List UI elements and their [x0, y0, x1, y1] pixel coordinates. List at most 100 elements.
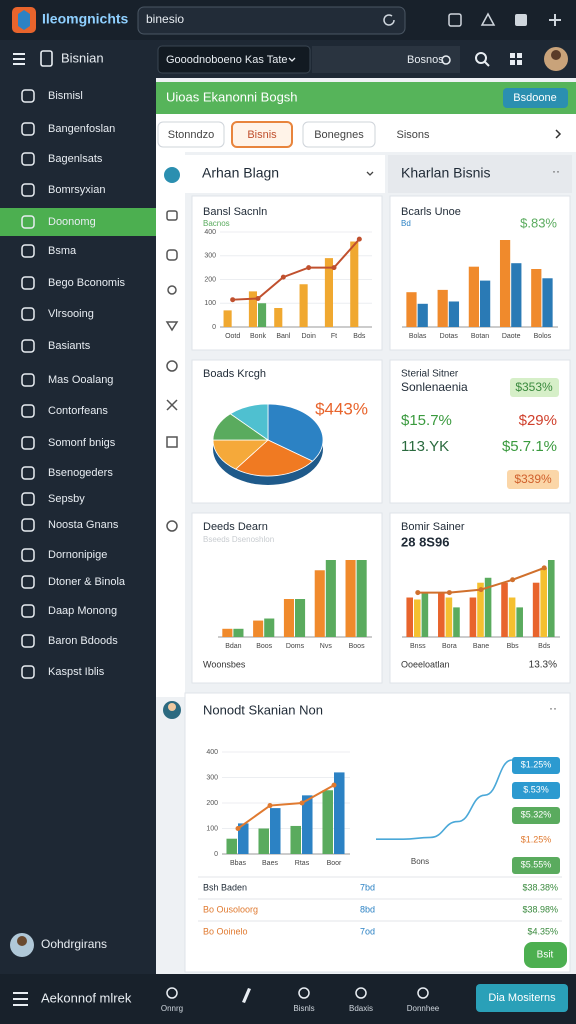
nav-item[interactable]: Bego Bconomis — [48, 277, 126, 289]
nav-icon[interactable] — [21, 122, 35, 136]
nav-item[interactable]: Contorfeans — [48, 405, 108, 417]
more-icon[interactable]: ·· — [549, 701, 557, 715]
menu-icon[interactable] — [549, 14, 561, 26]
col-icon[interactable] — [166, 210, 178, 221]
nav-icon[interactable] — [21, 152, 35, 166]
nav-icon[interactable] — [166, 987, 178, 999]
y-tick-label: 200 — [204, 276, 216, 283]
nav-item[interactable]: Baron Bdoods — [48, 635, 118, 647]
nav-item[interactable]: Basiants — [48, 340, 91, 352]
settings-field[interactable] — [312, 46, 460, 73]
col-icon[interactable] — [166, 399, 178, 411]
col-icon[interactable] — [165, 321, 179, 332]
header-button[interactable] — [503, 88, 568, 108]
panel-header — [388, 155, 572, 193]
nav-label[interactable]: Onnrg — [161, 1004, 183, 1013]
nav-item[interactable]: Daap Monong — [48, 605, 117, 617]
bar — [445, 597, 453, 637]
badge-text: $1.25% — [521, 834, 552, 844]
col-icon[interactable] — [166, 436, 178, 448]
tab[interactable] — [302, 121, 376, 148]
nav-icon[interactable] — [21, 89, 35, 103]
nav-icon[interactable] — [21, 665, 35, 679]
y-tick-label: 300 — [206, 774, 218, 781]
nav-icon[interactable] — [21, 244, 35, 258]
tab-label[interactable]: Sisons — [396, 129, 430, 141]
nav-item[interactable]: Bsenogeders — [48, 467, 113, 479]
stat: $29% — [519, 412, 557, 429]
nav-icon[interactable] — [21, 518, 35, 532]
refresh-icon[interactable] — [383, 14, 395, 26]
pen-icon[interactable] — [242, 988, 251, 1003]
trend-line — [232, 238, 361, 301]
nav-item[interactable]: Noosta Gnans — [48, 519, 119, 531]
bar — [274, 308, 283, 327]
col-icon[interactable] — [166, 360, 178, 372]
share-icon[interactable] — [480, 12, 496, 26]
search-icon[interactable] — [475, 52, 487, 64]
nav-item[interactable]: Kaspst Iblis — [48, 666, 105, 678]
dropdown[interactable] — [157, 45, 311, 74]
nav-item[interactable]: Bomrsyxian — [48, 184, 105, 196]
nav-label[interactable]: Donnhee — [407, 1004, 440, 1013]
tab-label[interactable]: Stonndzo — [168, 129, 214, 141]
card-subtitle: Bacnos — [203, 219, 230, 228]
bar — [325, 560, 336, 637]
nav-item[interactable]: Doonomg — [48, 216, 96, 228]
tab[interactable] — [231, 121, 293, 148]
tab-next[interactable] — [555, 129, 562, 139]
header-button-text: Bsdoone — [513, 92, 556, 104]
nav-item[interactable]: Bsma — [48, 245, 77, 257]
nav-icon[interactable] — [21, 575, 35, 589]
col-icon[interactable] — [167, 285, 177, 295]
nav-icon[interactable] — [21, 307, 35, 321]
nav-icon[interactable] — [21, 339, 35, 353]
nav-icon[interactable] — [21, 548, 35, 562]
gear-icon[interactable] — [441, 55, 451, 65]
hamburger[interactable] — [13, 53, 25, 65]
nav-icon[interactable] — [21, 634, 35, 648]
line-point — [446, 590, 452, 596]
nav-item[interactable]: Somonf bnigs — [48, 437, 116, 449]
nav-icon[interactable] — [417, 987, 429, 999]
nav-icon[interactable] — [21, 436, 35, 450]
nav-icon[interactable] — [21, 604, 35, 618]
badge — [507, 470, 559, 489]
nav-icon[interactable] — [298, 987, 310, 999]
nav-icon[interactable] — [21, 215, 35, 229]
card-kpi: $.83% — [520, 215, 557, 230]
search-text: binesio — [146, 12, 184, 26]
tab-label[interactable]: Bisnis — [247, 129, 277, 141]
nav-item[interactable]: Vlrsooing — [48, 308, 94, 320]
nav-item[interactable]: Sepsby — [48, 493, 85, 505]
col-icon[interactable] — [166, 249, 178, 261]
tab-label[interactable]: Bonegnes — [314, 129, 364, 141]
chevron[interactable] — [366, 171, 374, 176]
nav-item[interactable]: Bagenlsats — [48, 153, 103, 165]
nav-icon[interactable] — [21, 492, 35, 506]
grid-icon[interactable] — [510, 53, 522, 65]
nav-item[interactable]: Mas Ooalang — [48, 374, 113, 386]
nav-icon[interactable] — [21, 183, 35, 197]
nav-icon[interactable] — [21, 276, 35, 290]
bottom-button[interactable] — [476, 984, 568, 1012]
col-icon[interactable] — [166, 520, 178, 532]
button[interactable] — [524, 942, 567, 968]
nav-item[interactable]: Dtoner & Binola — [48, 576, 126, 588]
tab[interactable] — [157, 121, 225, 148]
nav-item[interactable]: Bangenfoslan — [48, 123, 115, 135]
nav-icon[interactable] — [21, 373, 35, 387]
more-icon[interactable]: ·· — [552, 164, 560, 178]
nav-label[interactable]: Bisnls — [293, 1004, 314, 1013]
nav-icon[interactable] — [21, 404, 35, 418]
nav-icon[interactable] — [21, 466, 35, 480]
hamburger[interactable] — [13, 992, 28, 1006]
tab-icon[interactable] — [448, 13, 462, 27]
window-icon[interactable] — [515, 14, 527, 26]
search-box[interactable] — [137, 6, 406, 35]
nav-item[interactable]: Bismisl — [48, 90, 83, 102]
nav-item[interactable]: Dornonipige — [48, 549, 107, 561]
col-icon[interactable] — [164, 167, 180, 183]
nav-label[interactable]: Bdaxis — [349, 1004, 373, 1013]
nav-icon[interactable] — [355, 987, 367, 999]
